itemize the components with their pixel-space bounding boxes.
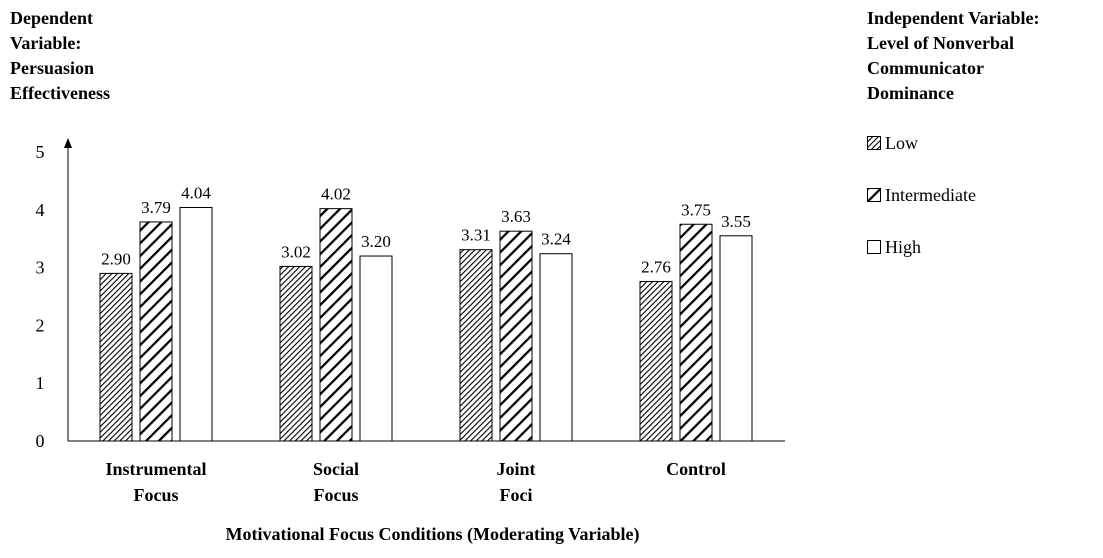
y-tick-label: 5 [36,142,45,162]
x-tick-label: Social [313,459,359,479]
legend: Low Intermediate High [867,130,976,286]
bar-low-2 [459,249,493,442]
legend-swatch-high [867,240,881,254]
bar-high-0 [179,206,213,442]
bar-value-label: 2.90 [101,249,131,268]
bar-low-3 [639,280,673,442]
y-axis-title: Dependent Variable: Persuasion Effective… [10,6,110,106]
bar-value-label: 3.02 [281,242,311,261]
bar-high-3 [719,235,753,442]
y-axis-title-line: Dependent [10,8,94,28]
y-tick-label: 3 [36,258,45,278]
plot-area: 0 1 2 3 4 5 2.90 3.79 4.04 Instrumental Focus 3.02 4… [36,138,785,505]
legend-swatch-low [867,136,881,150]
x-tick-label: Joint [496,459,535,479]
bar-high-1 [359,255,393,442]
x-axis-title: Motivational Focus Conditions (Moderatin… [225,524,640,544]
x-tick-label: Focus [314,485,359,505]
bar-value-label: 4.04 [181,183,211,202]
bar-low-1 [279,265,313,442]
y-tick-label: 4 [36,200,45,220]
y-axis-title-line: Effectiveness [10,83,110,103]
bar-value-label: 3.79 [141,198,171,217]
y-tick-label: 2 [36,315,45,335]
legend-item-high: High [867,234,976,260]
bar-intermediate-3 [679,223,713,442]
legend-item-low: Low [867,130,976,156]
y-axis-arrow [64,138,72,148]
bar-low-0 [99,272,133,442]
y-tick-label: 0 [36,431,45,451]
bar-value-label: 3.75 [681,200,711,219]
bar-value-label: 3.24 [541,230,571,249]
legend-swatch-intermediate [867,188,881,202]
legend-title-line: Communicator [867,58,984,78]
x-tick-label: Foci [500,485,533,505]
legend-title-line: Dominance [867,83,954,103]
y-axis-title-line: Persuasion [10,58,95,78]
bar-value-label: 3.55 [721,212,751,231]
bar-intermediate-0 [139,221,173,442]
legend-label-high: High [885,236,921,257]
y-tick-label: 1 [36,373,45,393]
bar-value-label: 3.31 [461,226,491,245]
legend-title-line: Level of Nonverbal [867,33,1014,53]
legend-label-intermediate: Intermediate [885,184,976,205]
x-tick-label: Instrumental [105,459,206,479]
bar-value-label: 3.20 [361,232,391,251]
bar-intermediate-2 [499,230,533,442]
legend-label-low: Low [885,132,918,153]
x-tick-label: Control [666,459,726,479]
legend-item-intermediate: Intermediate [867,182,976,208]
bar-intermediate-1 [319,208,353,442]
bar-value-label: 3.63 [501,207,531,226]
y-axis-title-line: Variable: [10,33,82,53]
bar-value-label: 4.02 [321,185,351,204]
bar-value-label: 2.76 [641,257,671,276]
legend-title: Independent Variable: Level of Nonverbal… [867,6,1040,106]
x-tick-label: Focus [134,485,179,505]
legend-title-line: Independent Variable: [867,8,1040,28]
bar-high-2 [539,253,573,442]
